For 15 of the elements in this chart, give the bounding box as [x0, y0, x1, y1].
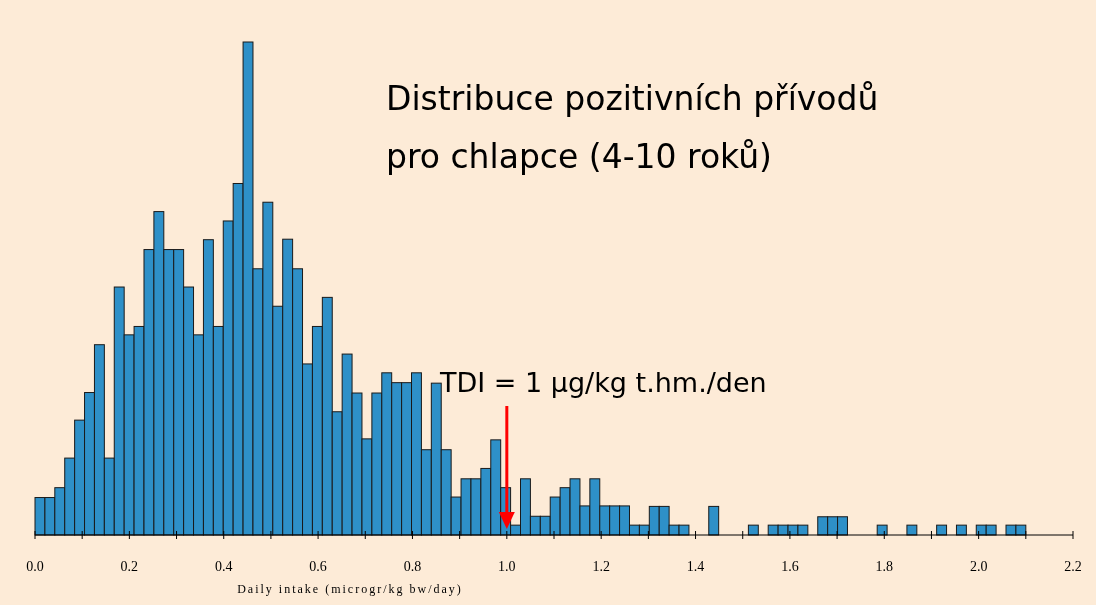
- x-tick-label: 1.6: [781, 559, 799, 574]
- x-tick-label: 1.0: [498, 559, 516, 574]
- x-tick-label: 0.4: [214, 559, 233, 574]
- text: Distribuce pozitivních přívodů pro chlapce (4-10 roků): [386, 79, 879, 176]
- x-tick-label: 1.2: [592, 559, 610, 574]
- x-tick-label: 0.0: [26, 559, 44, 574]
- x-tick-label: 0.8: [403, 559, 422, 574]
- x-tick-label: 0.2: [120, 559, 139, 574]
- x-tick-label: 0.6: [309, 559, 327, 574]
- x-tick-label: 2.2: [1064, 559, 1082, 574]
- x-tick-label: 1.4: [686, 559, 705, 574]
- x-tick-label: 2.0: [969, 559, 988, 574]
- x-tick-label: 1.8: [875, 559, 894, 574]
- x-axis-title: Daily intake (microgr/kg bw/day): [237, 582, 463, 596]
- ref-line-label: TDI = 1 µg/kg t.hm./den: [439, 367, 767, 398]
